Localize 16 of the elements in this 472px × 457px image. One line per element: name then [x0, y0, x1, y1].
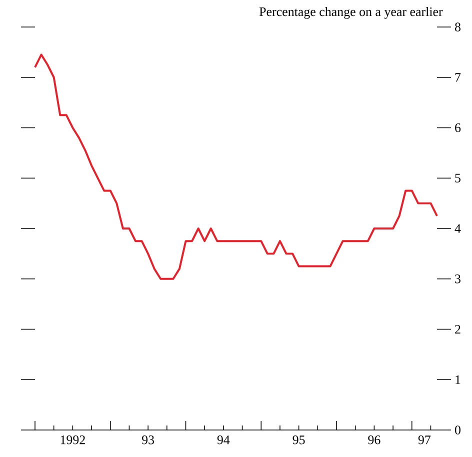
y-tick-label: 8	[455, 22, 460, 32]
x-tick-label: 94	[217, 436, 230, 444]
y-tick-label: 2	[455, 324, 460, 334]
y-tick-label: 7	[455, 73, 461, 82]
y-tick-label: 3	[455, 274, 460, 284]
y-tick-label: 5	[455, 174, 460, 182]
chart-title: Percentage change on a year earlier	[259, 7, 443, 19]
x-tick-label: 93	[142, 436, 154, 444]
y-tick-label: 6	[455, 123, 461, 132]
x-tick-label: 95	[292, 436, 305, 444]
y-tick-label: 4	[454, 224, 461, 233]
y-tick-label: 1	[456, 375, 460, 384]
x-tick-label: 96	[368, 436, 380, 444]
y-tick-label: 0	[455, 426, 460, 434]
x-tick-label: 1992	[60, 436, 85, 444]
x-tick-label: 97	[418, 436, 431, 444]
